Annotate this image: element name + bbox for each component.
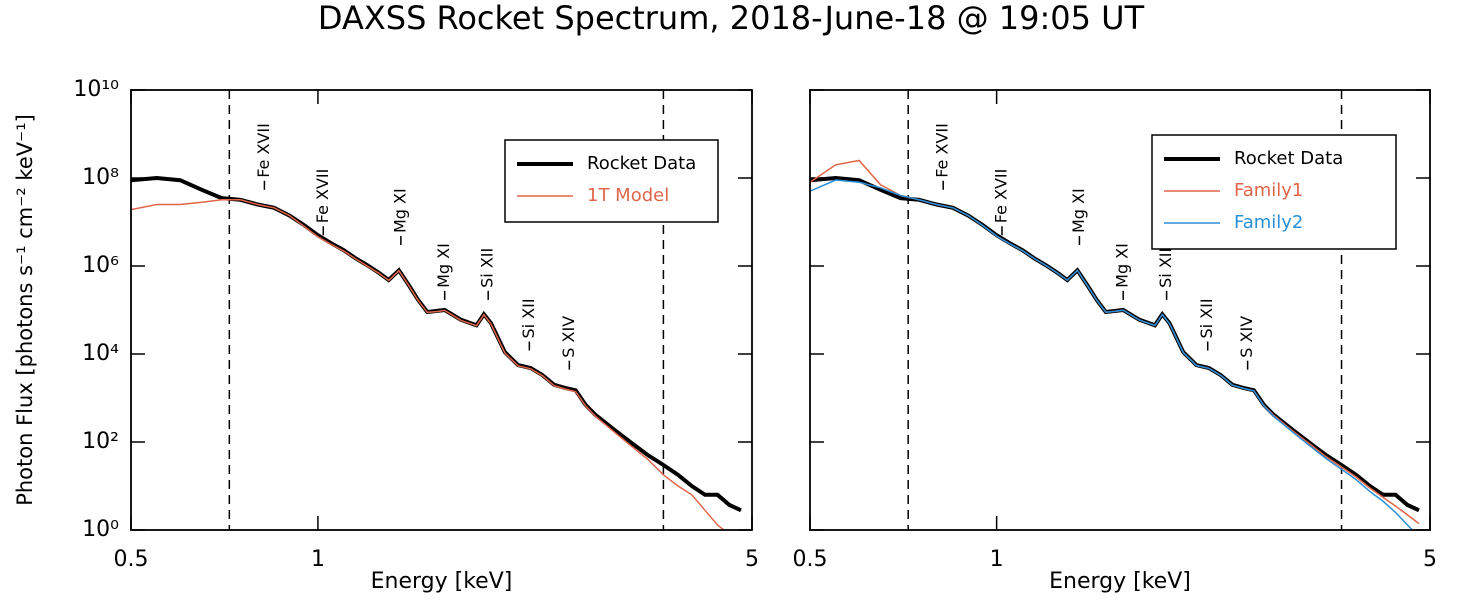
x-tick-label: 1 <box>311 547 325 572</box>
x-tick-label: 0.5 <box>114 547 149 572</box>
figure-title: DAXSS Rocket Spectrum, 2018-June-18 @ 19… <box>318 0 1145 37</box>
x-tick-label: 5 <box>1423 547 1437 572</box>
legend-label: Family1 <box>1234 180 1303 201</box>
annotation: Si XII <box>1156 248 1175 288</box>
y-tick-label: 10⁴ <box>82 341 119 366</box>
legend-label: 1T Model <box>587 185 669 206</box>
annotation: Mg XI <box>390 188 409 233</box>
annotation: S XIV <box>559 316 578 358</box>
y-axis-label: Photon Flux [photons s⁻¹ cm⁻² keV⁻¹] <box>13 114 37 506</box>
annotation: Mg XI <box>1113 243 1132 288</box>
panel: 10⁰ 10² 10⁴ 10⁶ 10⁸ 10¹⁰ 0.5 1 5 Fe XVII Fe XVII Mg… <box>13 77 759 594</box>
y-tick-label: 10² <box>82 429 119 454</box>
plot-frame <box>809 89 1431 531</box>
annotation: Si XII <box>1197 298 1216 338</box>
y-tick-label: 10¹⁰ <box>73 77 119 102</box>
annotation: Si XII <box>519 298 538 338</box>
legend-label: Rocket Data <box>1234 148 1343 169</box>
y-tick-label: 10⁸ <box>82 165 119 190</box>
x-tick-label: 1 <box>990 547 1004 572</box>
y-tick-label: 10⁶ <box>82 253 119 278</box>
x-tick-label: 0.5 <box>793 547 828 572</box>
annotation: Fe XVII <box>991 169 1010 224</box>
annotation: Mg XI <box>434 243 453 288</box>
series-line <box>810 179 1414 530</box>
legend-box <box>1151 134 1397 250</box>
panel: 0.5 1 5 Fe XVII Fe XVII Mg XI Mg XI Si XII Si XI… <box>793 89 1437 594</box>
plot-frame <box>130 89 753 531</box>
legend-label: Family2 <box>1234 212 1303 233</box>
series-line <box>131 199 726 530</box>
annotation: Fe XVII <box>313 169 332 224</box>
annotation: Fe XVII <box>254 123 273 178</box>
legend-label: Rocket Data <box>587 153 696 174</box>
y-tick-label: 10⁰ <box>82 517 119 542</box>
legend-box <box>504 139 719 223</box>
annotation: S XIV <box>1237 316 1256 358</box>
annotation: Mg XI <box>1069 188 1088 233</box>
annotation: Fe XVII <box>933 123 952 178</box>
annotation: Si XII <box>478 248 497 288</box>
x-tick-label: 5 <box>745 547 759 572</box>
x-axis-label: Energy [keV] <box>371 569 513 594</box>
x-axis-label: Energy [keV] <box>1049 569 1191 594</box>
